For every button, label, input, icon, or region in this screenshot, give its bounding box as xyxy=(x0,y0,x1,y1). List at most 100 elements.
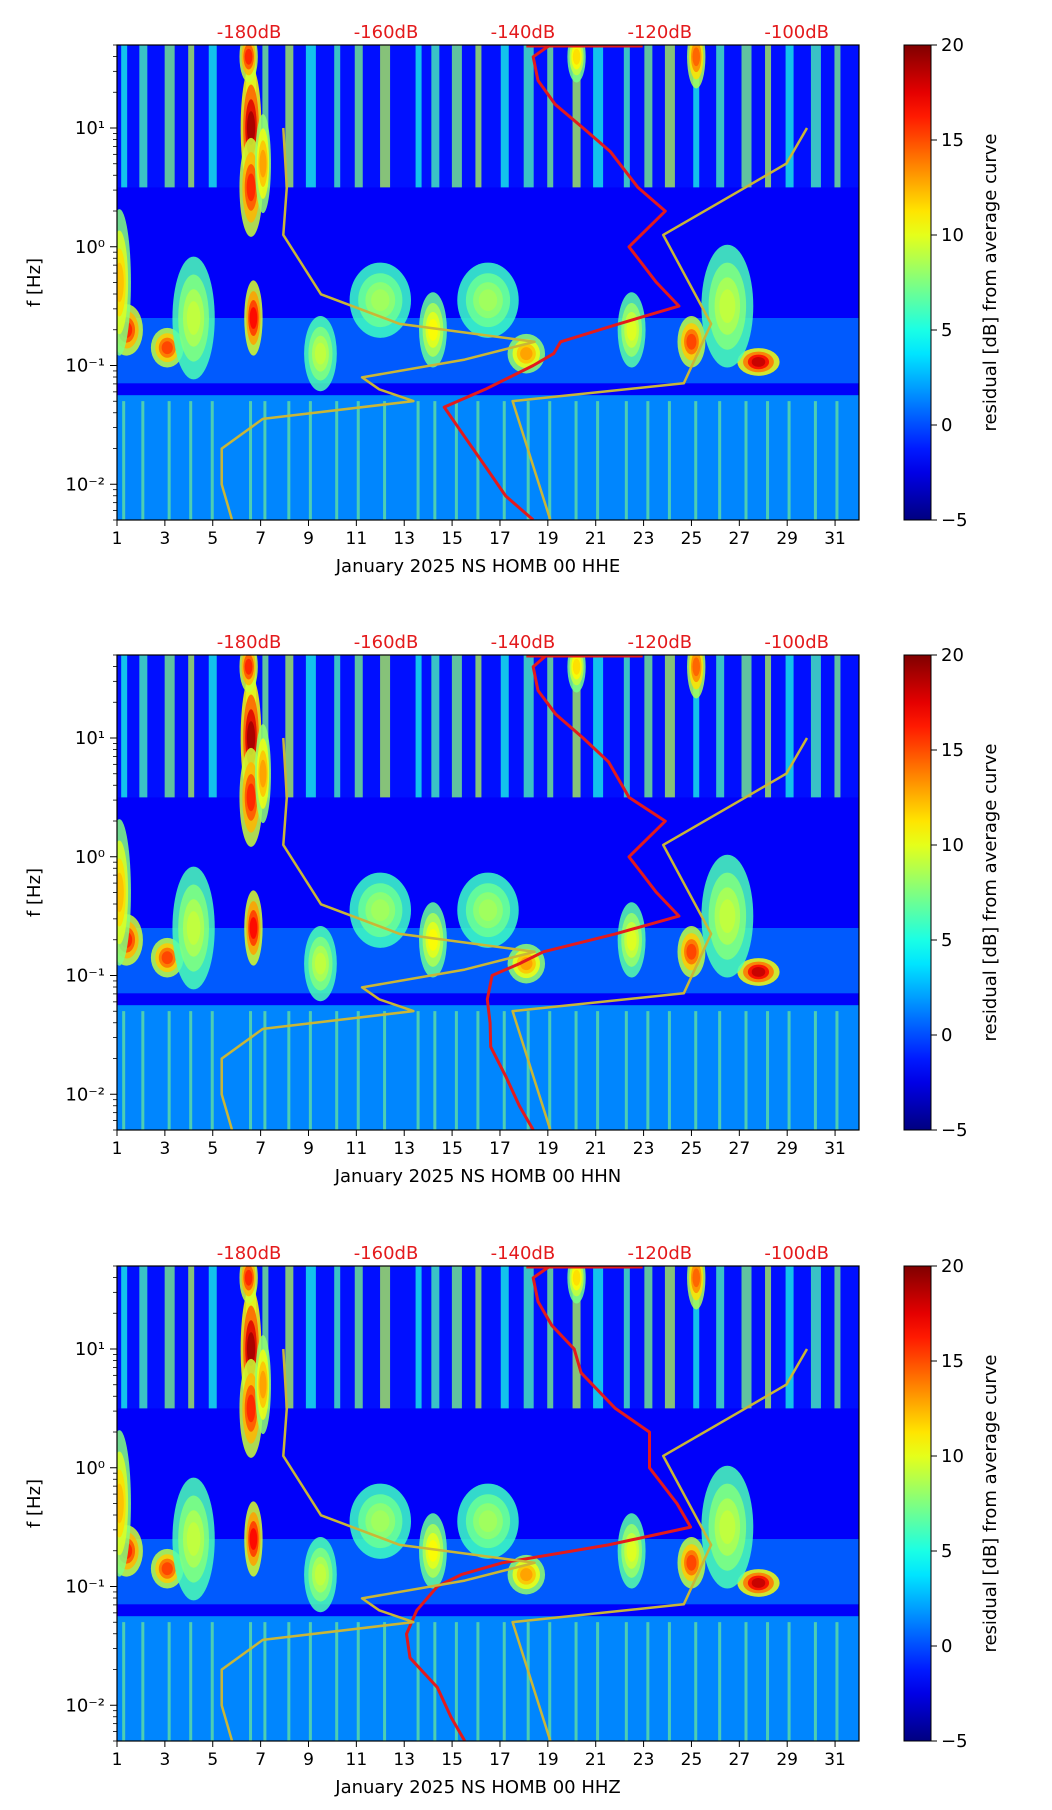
heatmap-day-stripe xyxy=(208,1266,217,1409)
heatmap-hotspot xyxy=(244,658,253,675)
heatmap-day-stripe xyxy=(572,45,581,188)
x-tick-label: 7 xyxy=(255,1139,266,1159)
heatmap-lowfreq-stripe xyxy=(596,1622,600,1741)
y-tick-label: 10⁻¹ xyxy=(65,966,105,987)
heatmap-lowfreq-stripe xyxy=(526,1622,530,1741)
heatmap-lowfreq-stripe xyxy=(356,401,360,520)
x-tick-label: 3 xyxy=(159,1750,170,1770)
heatmap-day-stripe xyxy=(810,1266,821,1409)
heatmap-day-stripe xyxy=(644,1266,653,1409)
heatmap-lowfreq-stripe xyxy=(548,1622,552,1741)
heatmap-day-stripe xyxy=(547,1266,554,1409)
heatmap-lowfreq-stripe xyxy=(189,1622,193,1741)
heatmap-day-stripe xyxy=(475,45,482,188)
heatmap-lowfreq-stripe xyxy=(646,1011,650,1130)
top-db-tick-label: -100dB xyxy=(764,1243,829,1264)
heatmap-day-stripe xyxy=(572,1266,581,1409)
heatmap-lowfreq-stripe xyxy=(167,1011,171,1130)
heatmap-lowfreq-stripe xyxy=(263,401,267,520)
heatmap-day-stripe xyxy=(593,655,604,798)
colorbar-tick-label: 20 xyxy=(941,1256,964,1277)
colorbar-label: residual [dB] from average curve xyxy=(980,133,1001,431)
heatmap-lowfreq-stripe xyxy=(210,401,214,520)
heatmap-lowfreq-stripe xyxy=(694,1622,698,1741)
heatmap-lowfreq-stripe xyxy=(416,1011,420,1130)
x-tick-label: 15 xyxy=(441,529,463,549)
heatmap-day-stripe xyxy=(334,655,341,798)
y-tick-label: 10⁻¹ xyxy=(65,1577,105,1598)
x-tick-label: 21 xyxy=(585,1750,607,1770)
heatmap-day-stripe xyxy=(415,1266,422,1409)
colorbar xyxy=(903,1265,932,1742)
heatmap-lowfreq-stripe xyxy=(383,401,387,520)
heatmap-hotspot xyxy=(246,173,256,202)
heatmap-day-stripe xyxy=(741,45,752,188)
curve-average-psd xyxy=(442,45,681,520)
x-tick-label: 13 xyxy=(393,1750,415,1770)
heatmap xyxy=(117,1266,859,1741)
heatmap-hotspot xyxy=(244,1269,253,1286)
x-tick-label: 5 xyxy=(207,1750,218,1770)
heatmap-lowfreq-stripe xyxy=(167,1622,171,1741)
heatmap-lowfreq-stripe xyxy=(122,401,126,520)
heatmap-hotspot xyxy=(626,928,637,951)
heatmap-hotspot xyxy=(246,111,256,145)
x-tick-label: 9 xyxy=(303,1139,314,1159)
x-tick-label: 19 xyxy=(537,1750,559,1770)
x-axis-label: January 2025 NS HOMB 00 HHE xyxy=(335,556,620,577)
top-db-tick-label: -120dB xyxy=(627,22,692,43)
heatmap-hotspot xyxy=(259,1370,267,1399)
heatmap-lowfreq-stripe xyxy=(335,1011,339,1130)
y-tick-label: 10⁻² xyxy=(65,1695,105,1716)
heatmap-lowfreq-stripe xyxy=(502,401,506,520)
heatmap-lowfreq-stripe xyxy=(287,1622,291,1741)
heatmap-day-stripe xyxy=(415,45,422,188)
heatmap-lowfreq-stripe xyxy=(744,1622,748,1741)
heatmap-lowfreq-stripe xyxy=(718,401,722,520)
x-tick-label: 5 xyxy=(207,1139,218,1159)
heatmap-lowfreq-stripe xyxy=(835,401,839,520)
x-tick-label: 5 xyxy=(207,529,218,549)
heatmap-lowfreq-stripe xyxy=(787,1622,791,1741)
heatmap-lowfreq-stripe xyxy=(454,401,458,520)
heatmap-hotspot xyxy=(314,1563,327,1586)
heatmap-lowfreq-stripe xyxy=(416,401,420,520)
heatmap-lowfreq-stripe xyxy=(787,1011,791,1130)
heatmap-hotspot xyxy=(686,333,697,350)
heatmap-day-stripe xyxy=(305,1266,316,1409)
heatmap-lowfreq-band xyxy=(117,1005,859,1130)
heatmap-day-stripe xyxy=(623,45,630,188)
heatmap-day-stripe xyxy=(475,655,482,798)
heatmap-lowfreq-stripe xyxy=(548,401,552,520)
x-tick-label: 31 xyxy=(824,529,846,549)
heatmap-hotspot xyxy=(692,1268,701,1288)
heatmap-day-stripe xyxy=(139,45,148,188)
heatmap-lowfreq-stripe xyxy=(454,1622,458,1741)
heatmap-hotspot xyxy=(572,1269,581,1286)
heatmap-hotspot xyxy=(314,342,327,365)
heatmap-day-stripe xyxy=(380,1266,391,1409)
heatmap-hotspot xyxy=(246,783,256,812)
x-tick-label: 7 xyxy=(255,1750,266,1770)
heatmap-hotspot xyxy=(246,1394,256,1423)
heatmap-day-stripe xyxy=(810,655,821,798)
heatmap-hotspot xyxy=(478,899,498,922)
x-tick-label: 1 xyxy=(112,1139,123,1159)
x-tick-label: 15 xyxy=(441,1750,463,1770)
top-db-tick-label: -160dB xyxy=(354,22,419,43)
top-db-tick-label: -180dB xyxy=(217,632,282,653)
y-tick-label: 10⁻² xyxy=(65,1084,105,1105)
x-tick-label: 7 xyxy=(255,529,266,549)
heatmap-hotspot xyxy=(719,289,736,323)
heatmap-lowfreq-stripe xyxy=(141,401,145,520)
heatmap-lowfreq-stripe xyxy=(766,1011,770,1130)
curve-nlnm xyxy=(220,1348,536,1741)
heatmap-day-stripe xyxy=(262,45,269,188)
heatmap-lowfreq-stripe xyxy=(263,1011,267,1130)
heatmap-hotspot xyxy=(259,759,267,788)
x-tick-label: 1 xyxy=(112,1750,123,1770)
heatmap-day-stripe xyxy=(500,1266,509,1409)
heatmap-day-stripe xyxy=(354,1266,363,1409)
